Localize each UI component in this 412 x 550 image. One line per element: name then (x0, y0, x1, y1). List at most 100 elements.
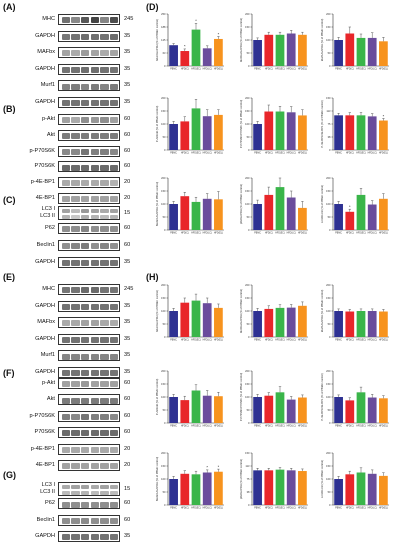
bar (275, 307, 285, 337)
blot-band (71, 501, 80, 508)
x-tick-label: PBMC (254, 508, 261, 510)
blot-band (100, 260, 109, 267)
blot-band (61, 260, 71, 267)
blot-band (71, 83, 80, 90)
y-tick-label: 75 (328, 122, 331, 126)
y-tick-label: 200 (161, 283, 166, 287)
x-tick-label: HFD(C) (346, 426, 354, 428)
bar (253, 311, 262, 337)
blot-protein-label: GAPDH (35, 259, 55, 265)
bar (334, 311, 343, 337)
y-tick-label: 100 (161, 309, 166, 313)
y-tick-label: 150 (161, 189, 166, 193)
bar (169, 479, 178, 505)
blot-kda-label: 35 (124, 99, 131, 105)
y-axis-label: Murf1/GAPDH (% of PBMC control) (320, 19, 324, 62)
blot-kda-label: 35 (124, 49, 131, 56)
blot-band (90, 463, 100, 470)
blot-band (100, 83, 109, 90)
blot-protein-label: Akt (46, 396, 55, 403)
blot-band (100, 215, 109, 219)
x-tick-label: HFD(LC) (203, 340, 212, 342)
bar (169, 311, 178, 337)
blot-band (71, 33, 80, 40)
x-tick-label: HFD(LC) (287, 508, 296, 510)
blot-protein-label: GAPDH (35, 533, 55, 540)
blot-band (61, 66, 71, 74)
blot-kda-label: 60 (124, 500, 131, 507)
blot-strip (58, 257, 120, 268)
blot-band (109, 287, 119, 294)
y-axis-label: P-4E-BP1/4E-BP1 (% of PBMC control) (320, 373, 324, 420)
blot-band (109, 397, 119, 404)
x-tick-label: HFD(EC) (191, 426, 201, 428)
y-tick-label: 150 (326, 96, 331, 100)
blot-protein-label: LC3 II (40, 488, 55, 495)
x-tick-label: HFD(LC) (287, 69, 296, 71)
blot-strip (58, 129, 120, 141)
x-tick-label: HFD(C) (265, 508, 273, 510)
blot-band (80, 33, 90, 40)
blot-protein-label: p-P70S6K (29, 412, 56, 419)
y-tick-label: 100 (326, 38, 331, 42)
y-axis-label: P-Akt/Akt (% of PBMC control) (155, 106, 159, 143)
blot-band (71, 50, 80, 57)
blot-band (90, 501, 100, 508)
bar (202, 198, 212, 230)
bar (202, 116, 212, 150)
blot-protein-label: LC3 I (41, 206, 55, 213)
blot-protein-label: Akt (46, 131, 55, 138)
blot-strip (58, 14, 120, 25)
blot-kda-label: 35 (124, 335, 131, 342)
bar (214, 38, 223, 66)
y-axis-label: Beclin1/GAPDH (% of PBMC control) (155, 182, 159, 226)
bar (214, 199, 223, 230)
blot-band (100, 463, 109, 470)
bar (202, 472, 212, 505)
significance-star: * (383, 113, 385, 118)
blot-band (80, 66, 90, 74)
blot-band (90, 100, 100, 107)
blot-band (90, 66, 100, 74)
blot-band (100, 397, 109, 404)
blot-kda-label: 20 (124, 445, 131, 452)
blot-band (80, 243, 90, 250)
bar (214, 307, 223, 337)
blot-band (90, 320, 100, 327)
bar (169, 204, 178, 230)
x-tick-label: HFD(EC) (356, 426, 366, 428)
blot-protein-label: P70S6K (34, 163, 55, 170)
blot-protein-label: p-4E-BP1 (30, 445, 55, 452)
bar (275, 34, 285, 66)
blot-band (109, 33, 119, 40)
blot-protein-label: Beclin1 (36, 516, 55, 523)
blot-band (71, 430, 80, 437)
blot-band (109, 164, 119, 171)
blot-band (90, 243, 100, 250)
blot-band (100, 484, 109, 490)
blot-band (100, 370, 109, 377)
x-tick-label: HFD(C) (181, 426, 189, 428)
blot-band (71, 243, 80, 250)
y-axis-label: P-Akt/Akt (% of PBMC control) (155, 379, 159, 416)
x-tick-label: PBMC (335, 69, 342, 71)
blot-band (80, 50, 90, 57)
blot-strip (58, 223, 120, 234)
blot-band (100, 517, 109, 525)
blot-band (61, 446, 71, 453)
blot-band (71, 66, 80, 74)
blot-protein-label: p-Akt (41, 380, 55, 386)
x-tick-label: HFD(LC) (287, 340, 296, 342)
blot-band (109, 226, 119, 233)
blot-protein-label: Murf1 (40, 82, 55, 89)
blot-band (109, 196, 119, 203)
blot-band (61, 100, 71, 107)
x-tick-label: HFD(LC) (368, 426, 377, 428)
blot-band (109, 303, 119, 310)
bar (275, 469, 285, 505)
blot-strip (58, 333, 120, 345)
y-axis-label: MAFbx/GAPDH (% of PBMC control) (239, 289, 243, 333)
x-tick-label: HFD(LC) (287, 153, 296, 155)
x-tick-label: PBMC (170, 69, 177, 71)
blot-strip (58, 177, 120, 189)
